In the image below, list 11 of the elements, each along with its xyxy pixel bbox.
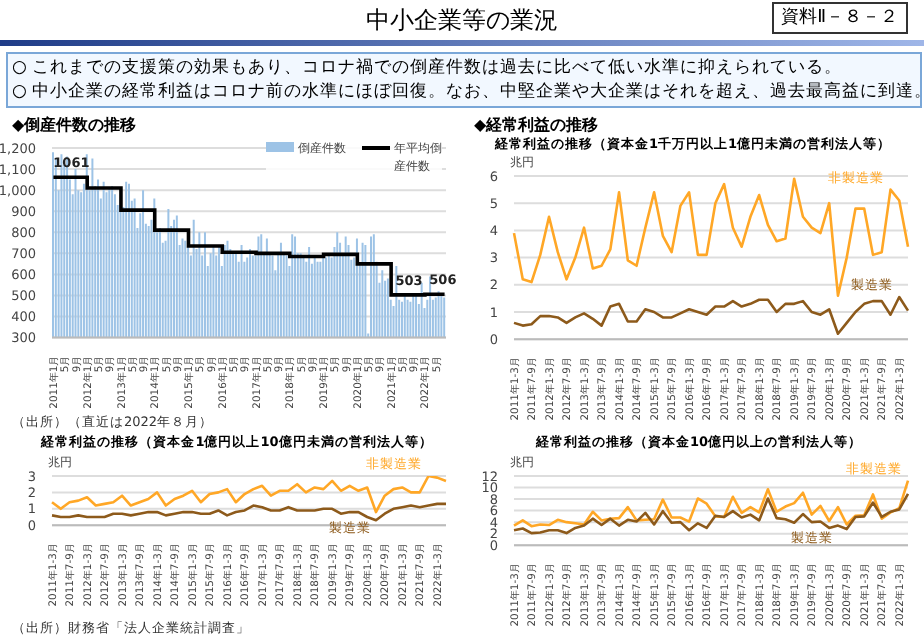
line-series — [512, 479, 910, 528]
chart-title: ◆倒産件数の推移 — [10, 114, 139, 136]
line-series — [512, 295, 910, 336]
chart-title: ◆経常利益の推移 — [472, 114, 601, 136]
line-series — [50, 476, 448, 514]
text: ○ これまでの支援策の効果もあり、コロナ禍での倒産件数は過去に比べて低い水準に抑えられている。 — [12, 56, 845, 80]
text: 中小企業等の業況 — [366, 6, 558, 34]
line-series — [512, 492, 910, 535]
line-series — [50, 502, 448, 522]
text: ○ 中小企業の経常利益はコロナ前の水準にほぼ回復。なお、中堅企業や大企業はそれを超え、過去最高益に到達。 — [12, 80, 924, 104]
text: 資料Ⅱ－８－２ — [771, 2, 908, 34]
